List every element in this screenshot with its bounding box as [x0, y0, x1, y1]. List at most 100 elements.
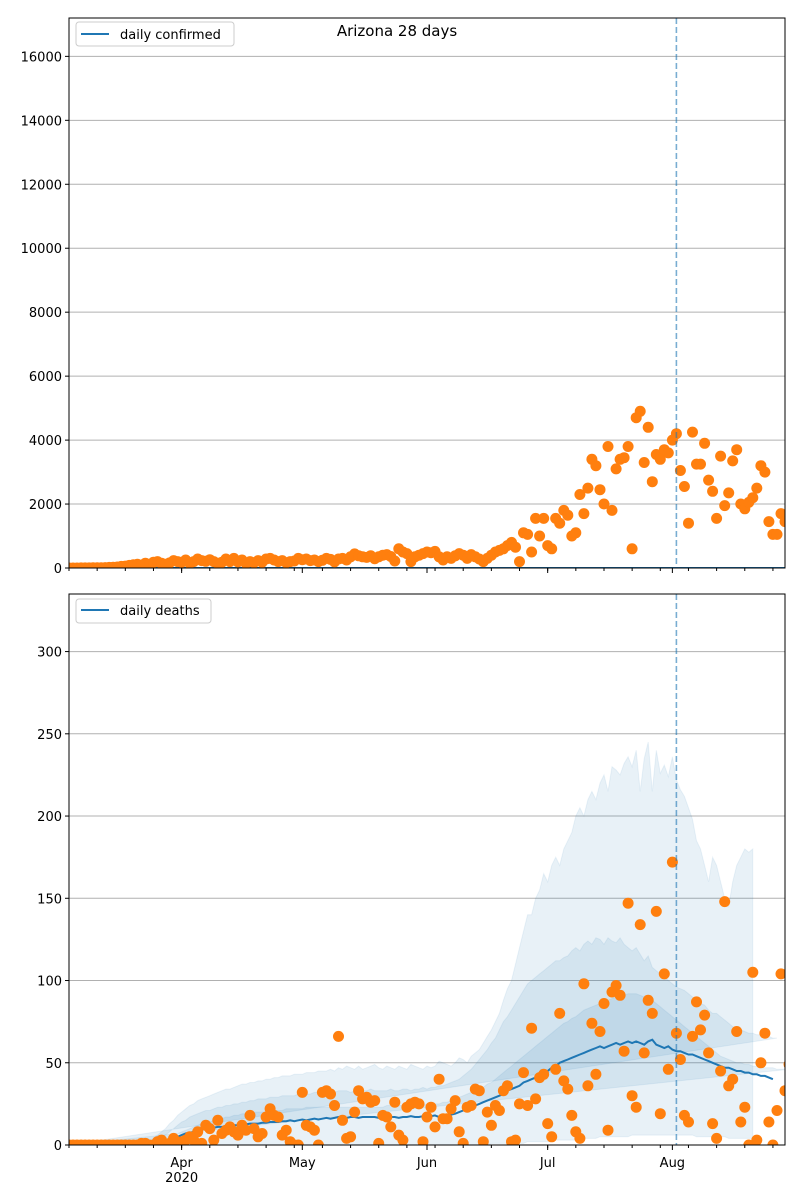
data-point	[687, 1030, 698, 1042]
data-point	[594, 1026, 606, 1037]
data-point	[353, 1085, 365, 1097]
data-point	[325, 1088, 336, 1100]
data-point	[598, 998, 610, 1009]
data-point	[759, 466, 771, 478]
data-point	[510, 1134, 521, 1145]
data-point	[582, 1080, 594, 1092]
data-point	[666, 856, 678, 868]
data-point	[792, 535, 800, 546]
data-point	[244, 1109, 256, 1121]
data-point	[715, 1065, 727, 1077]
data-point	[590, 1068, 602, 1080]
data-point	[654, 453, 666, 465]
ytick-label: 50	[45, 1057, 62, 1072]
data-point	[530, 512, 542, 524]
data-point	[796, 543, 800, 554]
data-point	[312, 1139, 324, 1145]
data-point	[751, 1134, 763, 1145]
xtick-label: Jun	[416, 1156, 437, 1171]
data-point	[570, 527, 582, 539]
data-point	[345, 1131, 357, 1143]
xtick-label: Aug	[660, 1156, 685, 1171]
data-point	[530, 1093, 542, 1105]
data-point	[397, 1134, 409, 1145]
data-point	[493, 1105, 505, 1116]
data-point	[670, 1027, 682, 1039]
data-point	[711, 512, 723, 524]
data-point	[373, 1137, 385, 1145]
data-point	[526, 1022, 538, 1034]
data-point	[248, 1123, 260, 1135]
legend-label-deaths: daily deaths	[120, 604, 200, 619]
data-point	[622, 897, 634, 909]
data-point	[413, 1098, 425, 1110]
data-point	[538, 1068, 550, 1080]
data-point	[711, 1132, 723, 1144]
data-point	[646, 1007, 658, 1019]
data-point	[349, 1106, 361, 1118]
ytick-label: 6000	[29, 370, 62, 385]
data-point	[510, 541, 521, 553]
data-point	[691, 996, 702, 1008]
legend-box	[75, 21, 235, 47]
data-point	[606, 504, 618, 516]
data-point	[389, 555, 401, 567]
data-point	[747, 966, 759, 978]
data-point	[598, 498, 610, 510]
data-point	[417, 1136, 429, 1145]
data-point	[441, 1113, 453, 1125]
data-point	[658, 968, 670, 980]
data-point	[731, 444, 743, 456]
data-point	[719, 500, 731, 512]
data-point	[550, 1063, 562, 1075]
data-point	[272, 1111, 284, 1123]
data-point	[477, 1136, 489, 1145]
data-point	[574, 489, 586, 500]
data-point	[256, 1128, 268, 1139]
data-point	[674, 1054, 686, 1065]
data-point	[534, 530, 546, 542]
data-point	[747, 492, 759, 504]
ytick-label: 12000	[21, 178, 62, 193]
ytick-label: 300	[37, 646, 62, 661]
data-point	[518, 1067, 529, 1079]
data-point	[578, 978, 590, 990]
data-point	[683, 517, 694, 529]
top-plot-confirmed: 0 2000 4000 6000 8000 10000 12000 14000 16000	[21, 17, 800, 577]
xtick-label-year: 2020	[165, 1171, 198, 1186]
ytick-label: 8000	[29, 306, 62, 321]
data-point	[775, 508, 785, 520]
data-point	[546, 543, 558, 555]
data-point	[699, 1009, 711, 1021]
data-point	[445, 1103, 457, 1115]
data-point	[333, 1030, 344, 1042]
data-point	[369, 1095, 381, 1107]
data-point	[634, 405, 646, 417]
data-point	[662, 447, 674, 459]
data-point	[473, 1085, 485, 1097]
data-point	[751, 482, 763, 494]
ytick-label: 2000	[29, 498, 62, 513]
ytick-label: 14000	[21, 114, 62, 129]
data-point	[634, 919, 646, 931]
ytick-label: 0	[54, 1139, 62, 1154]
ytick-label: 4000	[29, 434, 62, 449]
data-point	[699, 437, 711, 449]
data-point	[638, 457, 650, 468]
plot-area	[69, 741, 785, 1145]
data-point	[735, 1116, 747, 1128]
data-point	[715, 450, 727, 462]
data-point	[538, 512, 550, 524]
data-point	[707, 1118, 719, 1130]
data-point	[453, 1126, 465, 1138]
data-point	[618, 1045, 630, 1057]
data-point	[546, 1131, 558, 1143]
data-point	[329, 1100, 340, 1111]
data-point	[614, 989, 626, 1001]
data-point	[381, 1111, 393, 1123]
data-point	[683, 1116, 694, 1128]
data-point	[719, 896, 731, 908]
data-point	[212, 1114, 224, 1126]
data-point	[566, 1109, 578, 1121]
